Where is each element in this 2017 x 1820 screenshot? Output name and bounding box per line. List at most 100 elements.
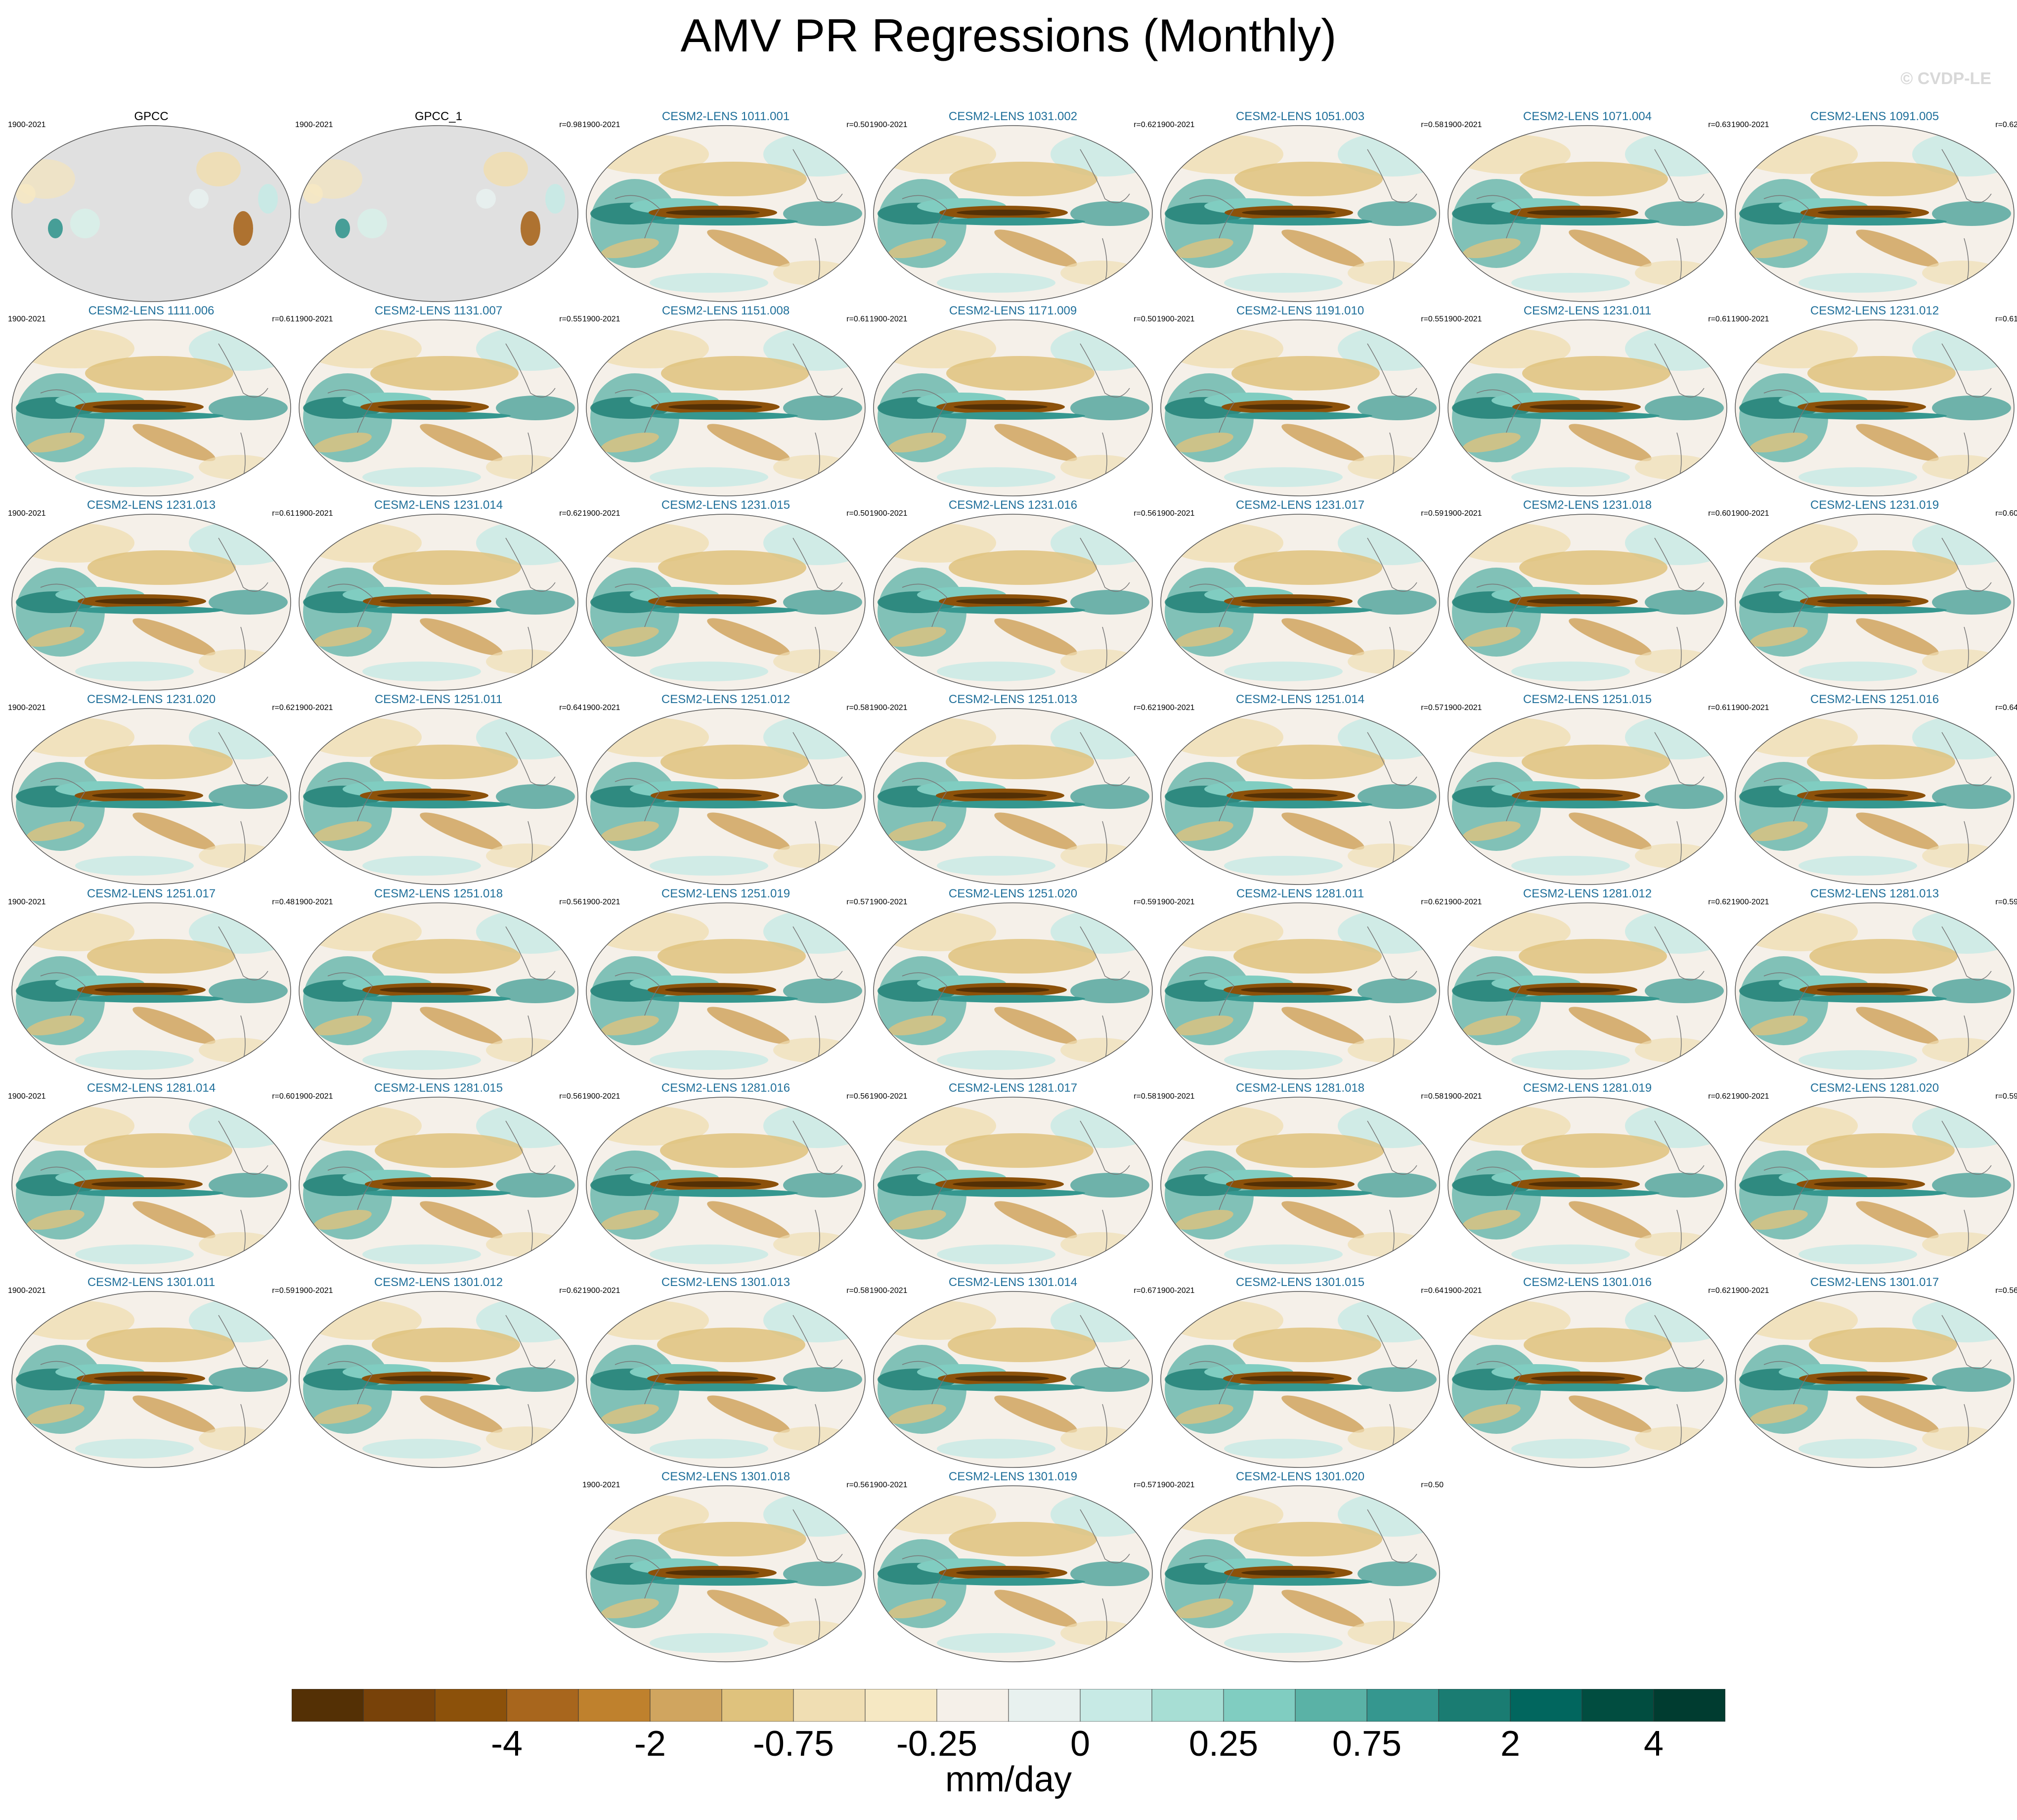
panel-correlation: r=0.98 [559, 121, 582, 129]
map-panel: GPCC 1900-2021 [8, 110, 295, 304]
panel-title: GPCC_1 [414, 110, 463, 123]
panel-period: 1900-2021 [1731, 704, 1769, 712]
map-panel: CESM2-LENS 1231.013 1900-2021 r=0.61 [8, 498, 295, 693]
panel-period: 1900-2021 [8, 121, 46, 129]
map-panel: CESM2-LENS 1281.011 1900-2021 r=0.62 [1157, 887, 1444, 1081]
colorbar-swatch [1653, 1689, 1725, 1722]
panel-period: 1900-2021 [582, 898, 620, 906]
regression-map [1735, 1291, 2015, 1468]
map-panel: CESM2-LENS 1281.018 1900-2021 r=0.58 [1157, 1081, 1444, 1276]
colorbar-tick-label: -0.25 [896, 1724, 978, 1764]
regression-map [1160, 1485, 1440, 1662]
panel-correlation: r=0.59 [272, 1287, 295, 1295]
panel-correlation: r=0.50 [1134, 315, 1156, 323]
panel-correlation: r=0.62 [1995, 121, 2017, 129]
panel-period: 1900-2021 [1731, 121, 1769, 129]
colorbar [292, 1689, 1725, 1722]
regression-map [1735, 514, 2015, 691]
map-panel: CESM2-LENS 1111.006 1900-2021 r=0.61 [8, 304, 295, 498]
regression-map [1160, 1291, 1440, 1468]
panel-period: 1900-2021 [8, 704, 46, 712]
map-panel: CESM2-LENS 1231.018 1900-2021 r=0.60 [1444, 498, 1731, 693]
panel-period: 1900-2021 [1444, 898, 1482, 906]
map-panel: CESM2-LENS 1251.011 1900-2021 r=0.64 [295, 693, 582, 887]
regression-map [873, 708, 1153, 885]
regression-map [586, 1485, 866, 1662]
map-panel: CESM2-LENS 1281.016 1900-2021 r=0.56 [582, 1081, 869, 1276]
panel-correlation: r=0.63 [1708, 121, 1731, 129]
panel-title: CESM2-LENS 1231.017 [1235, 498, 1365, 512]
colorbar-swatch [865, 1689, 937, 1722]
panel-period: 1900-2021 [870, 1092, 908, 1101]
colorbar-swatch [1581, 1689, 1654, 1722]
colorbar-tick-labels: -4 -2 -0.75 -0.25 0 0.25 0.75 2 4 [292, 1724, 1725, 1764]
panel-correlation: r=0.58 [846, 1287, 869, 1295]
regression-map [873, 319, 1153, 496]
map-panel: CESM2-LENS 1301.011 1900-2021 r=0.59 [8, 1276, 295, 1470]
regression-map [873, 902, 1153, 1079]
panel-correlation: r=0.56 [846, 1481, 869, 1489]
colorbar-tick-label: -4 [490, 1724, 523, 1764]
panel-title: CESM2-LENS 1251.015 [1523, 693, 1652, 706]
panel-title: CESM2-LENS 1301.014 [948, 1276, 1078, 1289]
panel-title: CESM2-LENS 1231.019 [1810, 498, 1939, 512]
map-panel: CESM2-LENS 1251.018 1900-2021 r=0.56 [295, 887, 582, 1081]
panel-period: 1900-2021 [582, 1287, 620, 1295]
map-panel: CESM2-LENS 1301.020 1900-2021 r=0.50 [1157, 1470, 1444, 1664]
panel-title: CESM2-LENS 1231.020 [87, 693, 216, 706]
panel-correlation: r=0.57 [1134, 1481, 1156, 1489]
map-panel: CESM2-LENS 1281.012 1900-2021 r=0.62 [1444, 887, 1731, 1081]
panel-period: 1900-2021 [8, 1287, 46, 1295]
regression-map [299, 319, 578, 496]
panel-title: CESM2-LENS 1251.017 [87, 887, 216, 900]
panel-title: CESM2-LENS 1251.018 [374, 887, 503, 900]
regression-map [1735, 708, 2015, 885]
panel-period: 1900-2021 [8, 315, 46, 323]
panel-period: 1900-2021 [295, 509, 333, 518]
regression-map [11, 902, 291, 1079]
panel-title: CESM2-LENS 1301.016 [1523, 1276, 1652, 1289]
map-panel: CESM2-LENS 1231.019 1900-2021 r=0.60 [1731, 498, 2017, 693]
panel-correlation: r=0.58 [1421, 121, 1444, 129]
regression-map [1160, 319, 1440, 496]
panel-correlation: r=0.56 [1134, 509, 1156, 518]
panel-title: CESM2-LENS 1281.013 [1810, 887, 1939, 900]
panel-period: 1900-2021 [295, 121, 333, 129]
colorbar-swatch [292, 1689, 364, 1722]
panel-correlation: r=0.59 [1421, 509, 1444, 518]
panel-period: 1900-2021 [870, 1481, 908, 1489]
map-panel: CESM2-LENS 1231.012 1900-2021 r=0.61 [1731, 304, 2017, 498]
panel-period: 1900-2021 [8, 509, 46, 518]
colorbar-swatch [721, 1689, 794, 1722]
map-panel: CESM2-LENS 1301.015 1900-2021 r=0.64 [1157, 1276, 1444, 1470]
regression-map [586, 319, 866, 496]
panel-correlation: r=0.62 [1708, 1092, 1731, 1101]
map-panel: CESM2-LENS 1231.017 1900-2021 r=0.59 [1157, 498, 1444, 693]
map-panel: CESM2-LENS 1301.012 1900-2021 r=0.62 [295, 1276, 582, 1470]
panel-period: 1900-2021 [1157, 1481, 1195, 1489]
map-panel: CESM2-LENS 1191.010 1900-2021 r=0.55 [1157, 304, 1444, 498]
colorbar-swatch [793, 1689, 866, 1722]
panel-period: 1900-2021 [870, 1287, 908, 1295]
panel-correlation: r=0.59 [1134, 898, 1156, 906]
regression-map [11, 319, 291, 496]
map-panel: CESM2-LENS 1251.017 1900-2021 r=0.48 [8, 887, 295, 1081]
map-panel: CESM2-LENS 1251.016 1900-2021 r=0.64 [1731, 693, 2017, 887]
panel-title: CESM2-LENS 1251.014 [1235, 693, 1365, 706]
map-panel: CESM2-LENS 1231.015 1900-2021 r=0.50 [582, 498, 869, 693]
panel-title: CESM2-LENS 1301.011 [87, 1276, 216, 1289]
map-panel: CESM2-LENS 1281.015 1900-2021 r=0.56 [295, 1081, 582, 1276]
map-panel: CESM2-LENS 1231.020 1900-2021 r=0.62 [8, 693, 295, 887]
panel-period: 1900-2021 [582, 704, 620, 712]
panel-title: CESM2-LENS 1251.016 [1810, 693, 1939, 706]
regression-map [11, 1291, 291, 1468]
panel-title: CESM2-LENS 1301.015 [1235, 1276, 1365, 1289]
colorbar-tick-label: 0.75 [1332, 1724, 1402, 1764]
panel-title: CESM2-LENS 1281.014 [87, 1081, 216, 1095]
regression-map [11, 1097, 291, 1274]
panel-period: 1900-2021 [1444, 121, 1482, 129]
panel-correlation: r=0.60 [272, 1092, 295, 1101]
panel-period: 1900-2021 [582, 1092, 620, 1101]
panel-period: 1900-2021 [1731, 1287, 1769, 1295]
map-panel: CESM2-LENS 1251.015 1900-2021 r=0.61 [1444, 693, 1731, 887]
